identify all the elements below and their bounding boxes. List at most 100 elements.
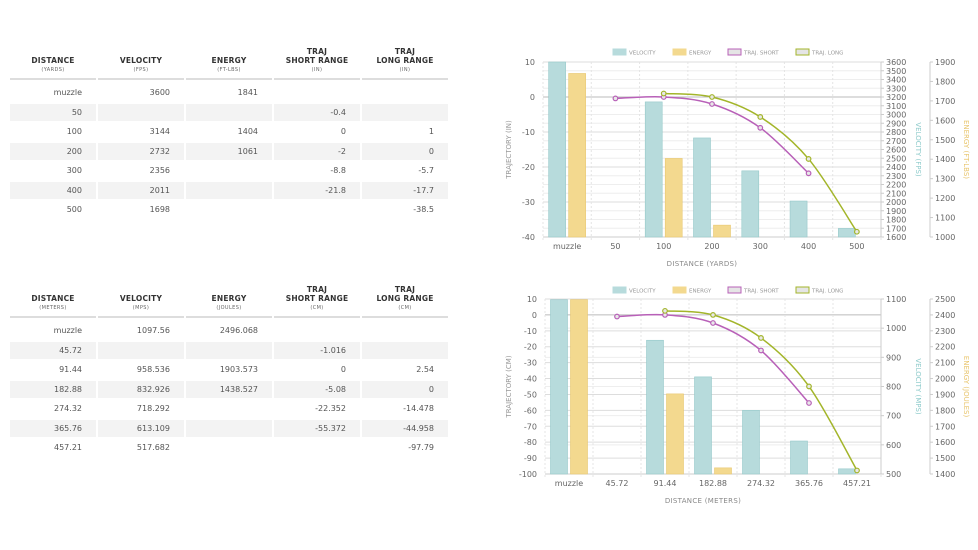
- legend-label: TRAJ. SHORT: [743, 51, 779, 57]
- energy-tick-label: 1200: [935, 194, 955, 203]
- table-cell: 182.88: [10, 380, 96, 398]
- velocity-tick-label: 3100: [886, 102, 906, 111]
- cell-value: -14.478: [403, 404, 434, 413]
- column-title: ENERGY: [211, 294, 247, 303]
- energy-tick-label: 1100: [935, 214, 955, 223]
- y-axis-title: TRAJECTORY (IN): [505, 120, 513, 180]
- column-unit: (CM): [398, 305, 412, 311]
- cell-value: -21.8: [325, 185, 346, 195]
- velocity-tick-label: 1900: [886, 207, 906, 216]
- legend-swatch: [795, 286, 810, 294]
- energy-tick-label: 2000: [935, 375, 955, 384]
- y-axis-title: TRAJECTORY (CM): [505, 355, 513, 418]
- x-tick-label: 274.32: [747, 479, 775, 488]
- velocity-tick-label: 800: [886, 383, 901, 392]
- cell-value: 2496.068: [219, 326, 258, 335]
- ballistics-table-imperial: DISTANCE (YARDS) VELOCITY (FPS) ENERGY (FT-LB…: [10, 44, 450, 219]
- table-row: 50 -0.4: [10, 103, 450, 121]
- column-title: TRAJ SHORT RANGE: [285, 285, 349, 303]
- table-cell: [186, 341, 272, 359]
- velocity-tick-label: 2300: [886, 172, 906, 181]
- cell-value: 1698: [149, 205, 170, 214]
- column-unit: (FPS): [133, 67, 149, 73]
- table-cell: -2: [274, 142, 360, 160]
- cell-value: 0: [428, 146, 434, 156]
- velocity-tick-label: 2500: [886, 154, 906, 163]
- table-header: DISTANCE (YARDS) VELOCITY (FPS) ENERGY (FT-LB…: [10, 44, 450, 80]
- energy-tick-label: 1900: [935, 58, 955, 67]
- table-cell: -55.372: [274, 419, 360, 437]
- table-cell: 274.32: [10, 400, 96, 418]
- table-cell: -38.5: [362, 201, 448, 219]
- cell-value: muzzle: [53, 326, 82, 335]
- table-cell: -22.352: [274, 400, 360, 418]
- energy-tick-label: 1600: [935, 438, 955, 447]
- x-tick-label: 91.44: [654, 479, 677, 488]
- energy-tick-label: 2400: [935, 311, 955, 320]
- column-unit: (IN): [399, 67, 411, 73]
- table-row: 274.32 718.292 -22.352 -14.478: [10, 400, 450, 418]
- cell-value: -5.08: [325, 384, 346, 394]
- legend-swatch: [672, 286, 687, 294]
- cell-value: -44.958: [403, 423, 434, 433]
- table-cell: -21.8: [274, 181, 360, 199]
- table-row: 182.88 832.926 1438.527 -5.08 0: [10, 380, 450, 398]
- table-row: muzzle 3600 1841: [10, 84, 450, 102]
- cell-value: -22.352: [315, 404, 346, 413]
- table-cell: 50: [10, 103, 96, 121]
- cell-value: 3144: [149, 127, 170, 136]
- velocity-bar: [693, 137, 711, 238]
- legend-item: TRAJ. SHORT: [727, 48, 779, 57]
- traj-short-line: [615, 96, 810, 174]
- velocity-tick-label: 1800: [886, 216, 906, 225]
- table-cell: 517.682: [98, 439, 184, 457]
- traj-long-point: [660, 90, 667, 97]
- energy-tick-label: 2300: [935, 327, 955, 336]
- y-tick-label: -10: [522, 128, 535, 137]
- velocity-tick-label: 3200: [886, 93, 906, 102]
- column-unit: (JOULES): [216, 305, 242, 311]
- energy-tick-label: 1000: [935, 233, 955, 242]
- x-tick-label: 50: [610, 242, 620, 251]
- column-title: DISTANCE: [31, 294, 75, 303]
- x-tick-label: 400: [801, 242, 816, 251]
- cell-value: 0: [428, 384, 434, 394]
- velocity-bar: [694, 376, 712, 475]
- table-cell: 1698: [98, 201, 184, 219]
- table-cell: 500: [10, 201, 96, 219]
- energy-tick-label: 1300: [935, 175, 955, 184]
- cell-value: -5.7: [418, 166, 434, 175]
- column-title: DISTANCE: [31, 56, 75, 65]
- y-tick-label: -90: [524, 454, 537, 463]
- cell-value: -97.79: [408, 443, 434, 452]
- velocity-tick-label: 3500: [886, 67, 906, 76]
- cell-value: -17.7: [413, 185, 434, 195]
- velocity-tick-label: 500: [886, 470, 901, 479]
- table-cell: 2732: [98, 142, 184, 160]
- velocity-tick-label: 2900: [886, 119, 906, 128]
- traj-short-point: [612, 95, 619, 102]
- table-row: 365.76 613.109 -55.372 -44.958: [10, 419, 450, 437]
- velocity-bar: [789, 200, 808, 238]
- velocity-tick-label: 1600: [886, 233, 906, 242]
- table-cell: -1.016: [274, 341, 360, 359]
- column-header: TRAJ LONG RANGE (CM): [362, 285, 448, 318]
- table-cell: -8.8: [274, 162, 360, 180]
- y-tick-label: -30: [522, 198, 535, 207]
- legend-label: TRAJ. SHORT: [743, 289, 779, 295]
- traj-short-point: [614, 313, 620, 320]
- energy-bar: [664, 158, 683, 238]
- y-tick-label: 10: [525, 58, 535, 67]
- legend-swatch: [727, 286, 742, 294]
- energy-bar: [714, 467, 732, 475]
- table-row: 45.72 -1.016: [10, 341, 450, 359]
- velocity-tick-label: 2600: [886, 146, 906, 155]
- traj-long-point: [853, 228, 860, 235]
- cell-value: 1438.527: [219, 384, 258, 394]
- legend-swatch: [795, 48, 810, 56]
- x-tick-label: 500: [849, 242, 864, 251]
- energy-tick-label: 1500: [935, 136, 955, 145]
- table-cell: 1438.527: [186, 380, 272, 398]
- cell-value: 1097.56: [136, 326, 170, 335]
- table-cell: 613.109: [98, 419, 184, 437]
